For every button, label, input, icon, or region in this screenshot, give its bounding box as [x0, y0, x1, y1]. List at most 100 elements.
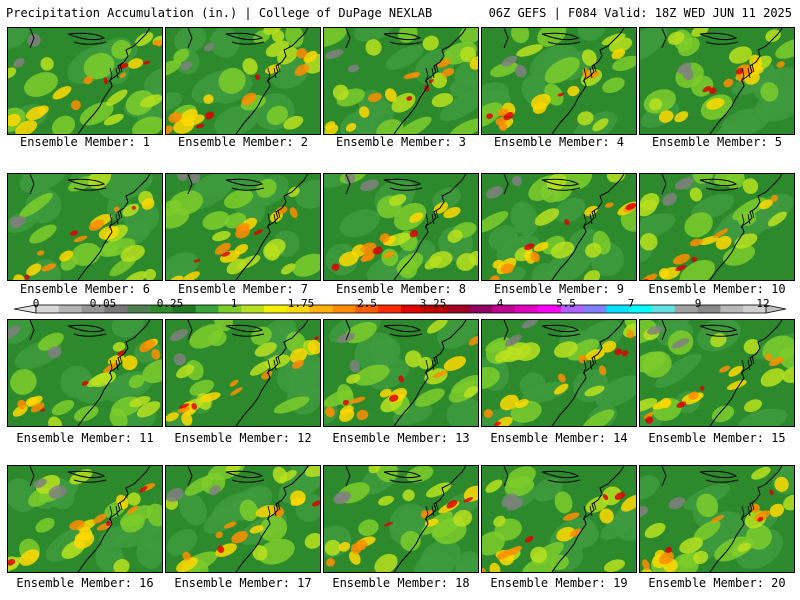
great-lakes-outline: [29, 466, 107, 487]
colorbar-swatch: [401, 305, 425, 313]
great-lakes-outline: [661, 320, 739, 341]
ensemble-map-panel: [481, 27, 637, 135]
precip-field-map: [166, 174, 320, 280]
ensemble-member-label: Ensemble Member: 12: [174, 431, 312, 445]
ensemble-map-panel: [7, 173, 163, 281]
ensemble-member-label: Ensemble Member: 6: [19, 282, 151, 296]
ensemble-member-label: Ensemble Member: 16: [16, 576, 154, 590]
great-lakes-outline: [29, 28, 107, 49]
ensemble-member-label: Ensemble Member: 9: [493, 282, 625, 296]
ensemble-map-panel: [481, 319, 637, 427]
great-lakes-outline: [503, 28, 581, 49]
colorbar-swatch: [697, 305, 721, 313]
coastline-outline: [709, 174, 783, 280]
great-lakes-outline: [503, 174, 581, 195]
colorbar-swatch: [492, 305, 516, 313]
precip-field-map: [482, 466, 636, 572]
colorbar-swatch: [104, 305, 128, 313]
precip-field-map: [324, 466, 478, 572]
ensemble-member-label: Ensemble Member: 2: [177, 135, 309, 149]
ensemble-map-panel: [639, 27, 795, 135]
coastline-outline: [551, 28, 625, 134]
great-lakes-outline: [29, 320, 107, 341]
colorbar-tick-label: 9: [694, 297, 702, 310]
ensemble-member-label: Ensemble Member: 19: [490, 576, 628, 590]
colorbar-tick-label: 0: [32, 297, 40, 310]
colorbar-swatch: [150, 305, 174, 313]
colorbar-tick-label: 0.25: [156, 297, 184, 310]
colorbar-swatch: [58, 305, 82, 313]
ensemble-map-panel: [639, 319, 795, 427]
colorbar-tick-label: 0.05: [89, 297, 117, 310]
precip-field-map: [640, 466, 794, 572]
great-lakes-outline: [661, 466, 739, 487]
precip-field-map: [482, 320, 636, 426]
colorbar-swatch: [469, 305, 493, 313]
precip-field-map: [324, 174, 478, 280]
colorbar-swatch: [560, 305, 584, 313]
coastline-outline: [393, 466, 467, 572]
ensemble-map-panel: [7, 465, 163, 573]
coastline-outline: [235, 320, 309, 426]
ensemble-member-label: Ensemble Member: 15: [648, 431, 786, 445]
ensemble-member-label: Ensemble Member: 18: [332, 576, 470, 590]
precip-field-map: [640, 320, 794, 426]
great-lakes-outline: [503, 466, 581, 487]
precip-field-map: [640, 28, 794, 134]
ensemble-map-panel: [7, 319, 163, 427]
colorbar-tick-label: 1.75: [287, 297, 315, 310]
colorbar-swatch: [241, 305, 265, 313]
colorbar-swatch: [378, 305, 402, 313]
precip-field-map: [640, 174, 794, 280]
coastline-outline: [235, 466, 309, 572]
ensemble-member-label: Ensemble Member: 13: [332, 431, 470, 445]
colorbar-swatch: [629, 305, 653, 313]
great-lakes-outline: [345, 320, 423, 341]
coastline-outline: [551, 466, 625, 572]
ensemble-member-label: Ensemble Member: 5: [651, 135, 783, 149]
great-lakes-outline: [187, 320, 265, 341]
ensemble-map-panel: [323, 465, 479, 573]
run-valid-time: 06Z GEFS | F084 Valid: 18Z WED JUN 11 20…: [488, 6, 792, 20]
colorbar-swatch: [286, 305, 311, 313]
colorbar-swatch: [172, 305, 196, 313]
ensemble-member-label: Ensemble Member: 17: [174, 576, 312, 590]
great-lakes-outline: [661, 28, 739, 49]
great-lakes-outline: [187, 174, 265, 195]
colorbar-tick-label: 4: [496, 297, 504, 310]
ensemble-member-label: Ensemble Member: 11: [16, 431, 154, 445]
colorbar-swatch: [446, 305, 470, 313]
precip-field-map: [8, 466, 162, 572]
colorbar-swatch: [332, 305, 356, 313]
product-title: Precipitation Accumulation (in.) | Colle…: [6, 6, 433, 20]
coastline-outline: [393, 320, 467, 426]
coastline-outline: [551, 174, 625, 280]
coastline-outline: [393, 28, 467, 134]
colorbar-swatch: [515, 305, 539, 313]
colorbar-swatch: [36, 305, 60, 313]
great-lakes-outline: [345, 174, 423, 195]
coastline-outline: [393, 174, 467, 280]
ensemble-map-panel: [165, 319, 321, 427]
ensemble-map-panel: [165, 465, 321, 573]
colorbar-tick-label: 7: [627, 297, 635, 310]
ensemble-map-panel: [7, 27, 163, 135]
great-lakes-outline: [345, 466, 423, 487]
precip-field-map: [8, 174, 160, 280]
ensemble-map-panel: [165, 27, 321, 135]
colorbar-swatch: [537, 305, 561, 313]
ensemble-map-panel: [639, 465, 795, 573]
ensemble-member-label: Ensemble Member: 4: [493, 135, 625, 149]
colorbar-swatch: [583, 305, 607, 313]
ensemble-member-label: Ensemble Member: 3: [335, 135, 467, 149]
ensemble-member-label: Ensemble Member: 8: [335, 282, 467, 296]
precip-field-map: [482, 28, 636, 134]
coastline-outline: [77, 320, 151, 426]
precip-field-map: [166, 28, 320, 134]
coastline-outline: [77, 28, 151, 134]
great-lakes-outline: [187, 28, 265, 49]
great-lakes-outline: [29, 174, 107, 195]
precip-field-map: [166, 320, 320, 426]
coastline-outline: [709, 466, 783, 572]
colorbar-tick-label: 1: [230, 297, 238, 310]
